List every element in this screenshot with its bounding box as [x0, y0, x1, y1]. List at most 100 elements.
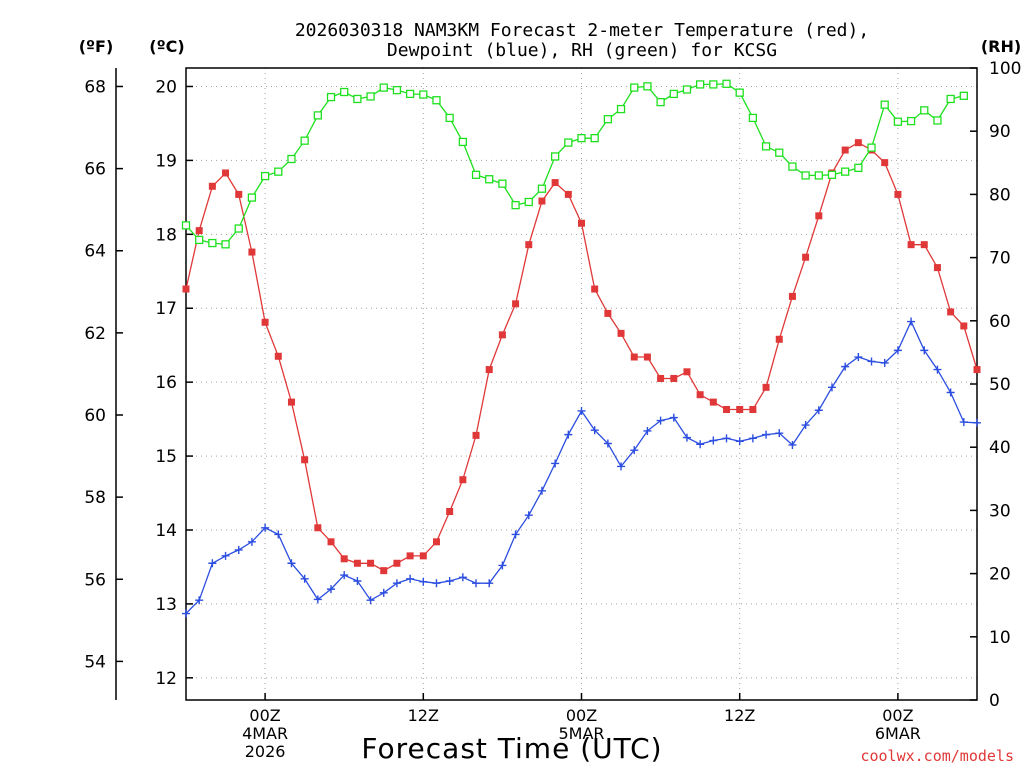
rh-point [933, 116, 942, 125]
celsius-tick-label: 19 [155, 151, 177, 171]
dewpoint-point [498, 561, 507, 570]
temperature-point [525, 241, 533, 249]
axes [115, 67, 978, 701]
dewpoint-point [617, 462, 626, 471]
dewpoint-point [327, 585, 336, 594]
temperature-point [788, 292, 796, 300]
temperature-point [920, 241, 928, 249]
dewpoint-point [485, 579, 494, 588]
rh-point [247, 193, 257, 202]
x-tick-label: 12Z [408, 706, 439, 725]
rh-point [946, 94, 955, 104]
dewpoint-point [551, 459, 560, 468]
temperature-point [353, 559, 361, 567]
dewpoint-point [577, 406, 586, 415]
x-tick-label: 2026 [245, 742, 286, 761]
dewpoint-point [959, 418, 968, 427]
rh-point [669, 89, 678, 99]
temperature-point [222, 169, 230, 177]
dewpoint-point [419, 577, 428, 586]
rh-point [234, 224, 243, 233]
dewpoint-point [867, 357, 876, 366]
dewpoint-point [762, 430, 771, 439]
temperature-point [854, 139, 862, 147]
rh-point [550, 152, 560, 161]
rh-point [603, 115, 613, 124]
dewpoint-point [696, 440, 705, 449]
rh-point [564, 138, 573, 147]
gridlines [186, 68, 977, 700]
dewpoint-point [946, 388, 955, 397]
celsius-tick-label: 16 [155, 373, 177, 393]
temperature-point [551, 179, 559, 187]
temperature-point [894, 190, 902, 198]
temperature-point [947, 308, 955, 316]
rh-point [959, 91, 968, 100]
temperature-point [472, 431, 480, 439]
rh-point [326, 92, 336, 102]
temperature-point [327, 538, 335, 546]
temperature-point [960, 322, 968, 330]
dewpoint-point [472, 579, 481, 588]
temperature-point [736, 406, 744, 414]
temperature-point [340, 555, 348, 563]
rh-point [656, 97, 665, 107]
celsius-tick-label: 18 [155, 225, 177, 245]
fahrenheit-tick-label: 54 [84, 652, 106, 672]
dewpoint-point [907, 317, 916, 326]
dewpoint-point [880, 358, 889, 367]
temperature-point [749, 406, 757, 414]
rh-point [643, 82, 652, 91]
rh-point [392, 85, 402, 95]
fahrenheit-tick-label: 56 [84, 570, 106, 590]
temperature-point [683, 368, 691, 376]
dewpoint-point [643, 426, 652, 435]
rh-tick-label: 30 [989, 501, 1011, 521]
temperature-point [393, 559, 401, 567]
temperature-point [235, 190, 243, 198]
temperature-point [723, 406, 731, 414]
temperature-point [446, 508, 454, 516]
x-tick-label: 5MAR [558, 724, 604, 743]
series-dewpoint [182, 317, 981, 618]
rh-point [537, 184, 547, 193]
rh-point [616, 104, 626, 114]
rh-point [590, 134, 599, 143]
temperature-point [696, 391, 704, 399]
dewpoint-point [208, 559, 217, 568]
celsius-tick-label: 17 [155, 299, 177, 319]
rh-point [445, 113, 454, 123]
rh-point [181, 221, 191, 230]
rh-tick-label: 50 [989, 375, 1011, 395]
dewpoint-point [300, 574, 309, 583]
rh-unit-label: (RH) [981, 37, 1021, 56]
dewpoint-point [379, 588, 388, 597]
chart-title-line1: 2026030318 NAM3KM Forecast 2-meter Tempe… [295, 20, 869, 41]
rh-point [485, 175, 494, 184]
rh-point [511, 200, 520, 210]
temperature-point [406, 552, 414, 560]
rh-point [814, 171, 823, 180]
dewpoint-point [524, 511, 533, 520]
temperature-point [538, 197, 546, 205]
celsius-tick-label: 20 [155, 77, 177, 97]
dewpoint-point [458, 573, 467, 582]
rh-point [260, 171, 270, 181]
rh-point [577, 134, 586, 143]
rh-tick-label: 0 [989, 691, 1000, 711]
rh-tick-label: 60 [989, 312, 1011, 332]
dewpoint-point [182, 609, 190, 618]
dewpoint-point [722, 434, 731, 443]
rh-point [722, 79, 731, 88]
temperature-point [709, 398, 717, 406]
x-tick-label: 12Z [724, 706, 755, 725]
temperature-point [512, 300, 520, 308]
temperature-point [657, 374, 665, 382]
dewpoint-point [801, 421, 810, 430]
rh-tick-label: 100 [989, 59, 1021, 79]
dewpoint-point [340, 571, 349, 580]
temperature-point [314, 524, 322, 532]
rh-point [524, 197, 533, 207]
dewpoint-point [682, 433, 691, 442]
